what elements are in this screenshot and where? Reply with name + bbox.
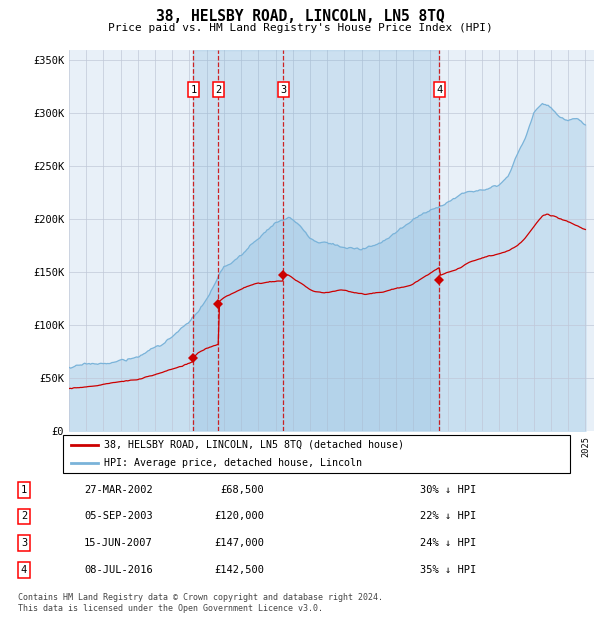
Text: £147,000: £147,000 <box>214 538 264 548</box>
Text: £68,500: £68,500 <box>220 485 264 495</box>
Text: Price paid vs. HM Land Registry's House Price Index (HPI): Price paid vs. HM Land Registry's House … <box>107 23 493 33</box>
Text: 05-SEP-2003: 05-SEP-2003 <box>84 512 153 521</box>
Text: 22% ↓ HPI: 22% ↓ HPI <box>420 512 476 521</box>
Text: £120,000: £120,000 <box>214 512 264 521</box>
Text: 38, HELSBY ROAD, LINCOLN, LN5 8TQ: 38, HELSBY ROAD, LINCOLN, LN5 8TQ <box>155 9 445 24</box>
Text: 1: 1 <box>21 485 27 495</box>
Text: 4: 4 <box>21 565 27 575</box>
Text: £142,500: £142,500 <box>214 565 264 575</box>
Text: 3: 3 <box>21 538 27 548</box>
Text: 4: 4 <box>436 85 443 95</box>
Text: 30% ↓ HPI: 30% ↓ HPI <box>420 485 476 495</box>
Text: 38, HELSBY ROAD, LINCOLN, LN5 8TQ (detached house): 38, HELSBY ROAD, LINCOLN, LN5 8TQ (detac… <box>104 440 404 450</box>
Text: HPI: Average price, detached house, Lincoln: HPI: Average price, detached house, Linc… <box>104 458 362 469</box>
Text: 35% ↓ HPI: 35% ↓ HPI <box>420 565 476 575</box>
Text: 3: 3 <box>280 85 286 95</box>
Text: 27-MAR-2002: 27-MAR-2002 <box>84 485 153 495</box>
Text: 08-JUL-2016: 08-JUL-2016 <box>84 565 153 575</box>
Text: 15-JUN-2007: 15-JUN-2007 <box>84 538 153 548</box>
Bar <box>193 50 439 431</box>
Text: 1: 1 <box>190 85 197 95</box>
Text: Contains HM Land Registry data © Crown copyright and database right 2024.
This d: Contains HM Land Registry data © Crown c… <box>18 593 383 613</box>
Text: 24% ↓ HPI: 24% ↓ HPI <box>420 538 476 548</box>
Text: 2: 2 <box>21 512 27 521</box>
Text: 2: 2 <box>215 85 221 95</box>
